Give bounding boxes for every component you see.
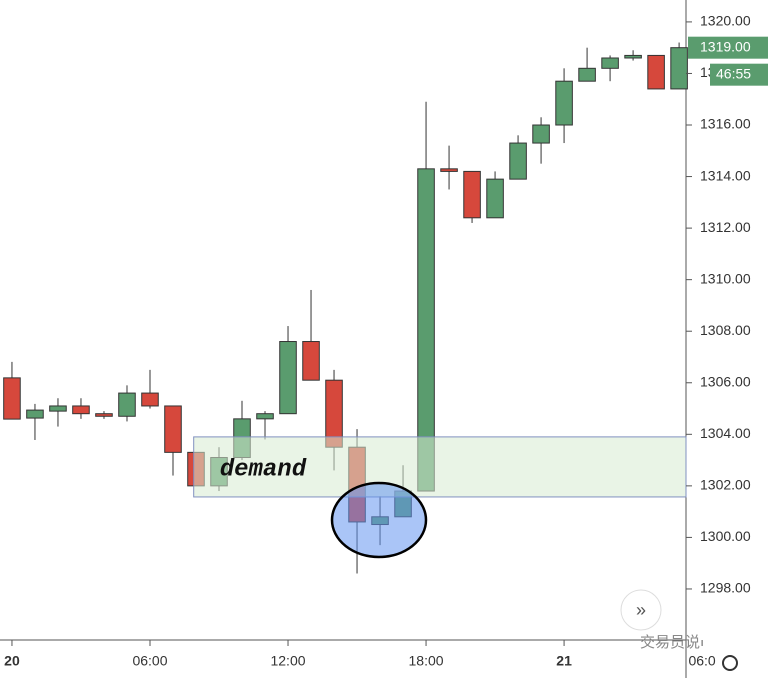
last-price-box xyxy=(688,36,768,59)
watermark: 交易员说 xyxy=(640,633,700,651)
x-tick-label: 12:00 xyxy=(270,653,305,669)
y-tick-label: 1298.00 xyxy=(700,580,751,596)
candle-body xyxy=(141,392,159,407)
y-tick-label: 1302.00 xyxy=(700,477,751,493)
scroll-button[interactable] xyxy=(620,589,662,631)
candle-body xyxy=(164,405,182,453)
candle-body xyxy=(3,377,21,420)
candle-body xyxy=(670,47,688,90)
x-tick-label: 20 xyxy=(4,653,20,669)
candle-body xyxy=(26,409,44,419)
candle-body xyxy=(647,54,665,90)
x-tick-label: 06:00 xyxy=(132,653,167,669)
candle-body xyxy=(95,413,113,417)
candle-body xyxy=(486,178,504,219)
x-tick-label: 06:0 xyxy=(688,653,715,669)
candle-body xyxy=(256,413,274,420)
candle-body xyxy=(509,142,527,180)
candle-body xyxy=(463,170,481,219)
candle-body xyxy=(49,405,67,412)
candle-body xyxy=(118,392,136,417)
candle-body xyxy=(624,54,642,59)
highlight-circle xyxy=(330,481,428,559)
y-tick-label: 1320.00 xyxy=(700,13,751,29)
demand-zone xyxy=(193,436,687,498)
scroll-icon: » xyxy=(636,600,646,620)
x-tick-label: 21 xyxy=(556,653,572,669)
settings-icon[interactable] xyxy=(722,655,738,671)
countdown-box xyxy=(710,63,768,86)
y-tick-label: 1304.00 xyxy=(700,425,751,441)
candle-body xyxy=(279,341,297,415)
candle-body xyxy=(601,57,619,69)
x-tick-label: 18:00 xyxy=(409,653,444,669)
zone-label: demand xyxy=(220,456,307,483)
candle-body xyxy=(72,405,90,415)
last-price-label: 1319.00 xyxy=(700,38,751,54)
plot-area: demand xyxy=(3,42,688,574)
y-tick-label: 1314.00 xyxy=(700,167,751,183)
countdown-label: 46:55 xyxy=(716,65,751,81)
y-tick-label: 1306.00 xyxy=(700,373,751,389)
y-tick-label: 1310.00 xyxy=(700,270,751,286)
y-tick-label: 1300.00 xyxy=(700,528,751,544)
y-tick-label: 1316.00 xyxy=(700,116,751,132)
candle-body xyxy=(440,168,458,172)
y-tick-label: 1312.00 xyxy=(700,219,751,235)
candle-body xyxy=(555,80,573,126)
candle-body xyxy=(578,67,596,82)
candle-body xyxy=(532,124,550,144)
candle-body xyxy=(302,341,320,381)
y-tick-label: 1308.00 xyxy=(700,322,751,338)
